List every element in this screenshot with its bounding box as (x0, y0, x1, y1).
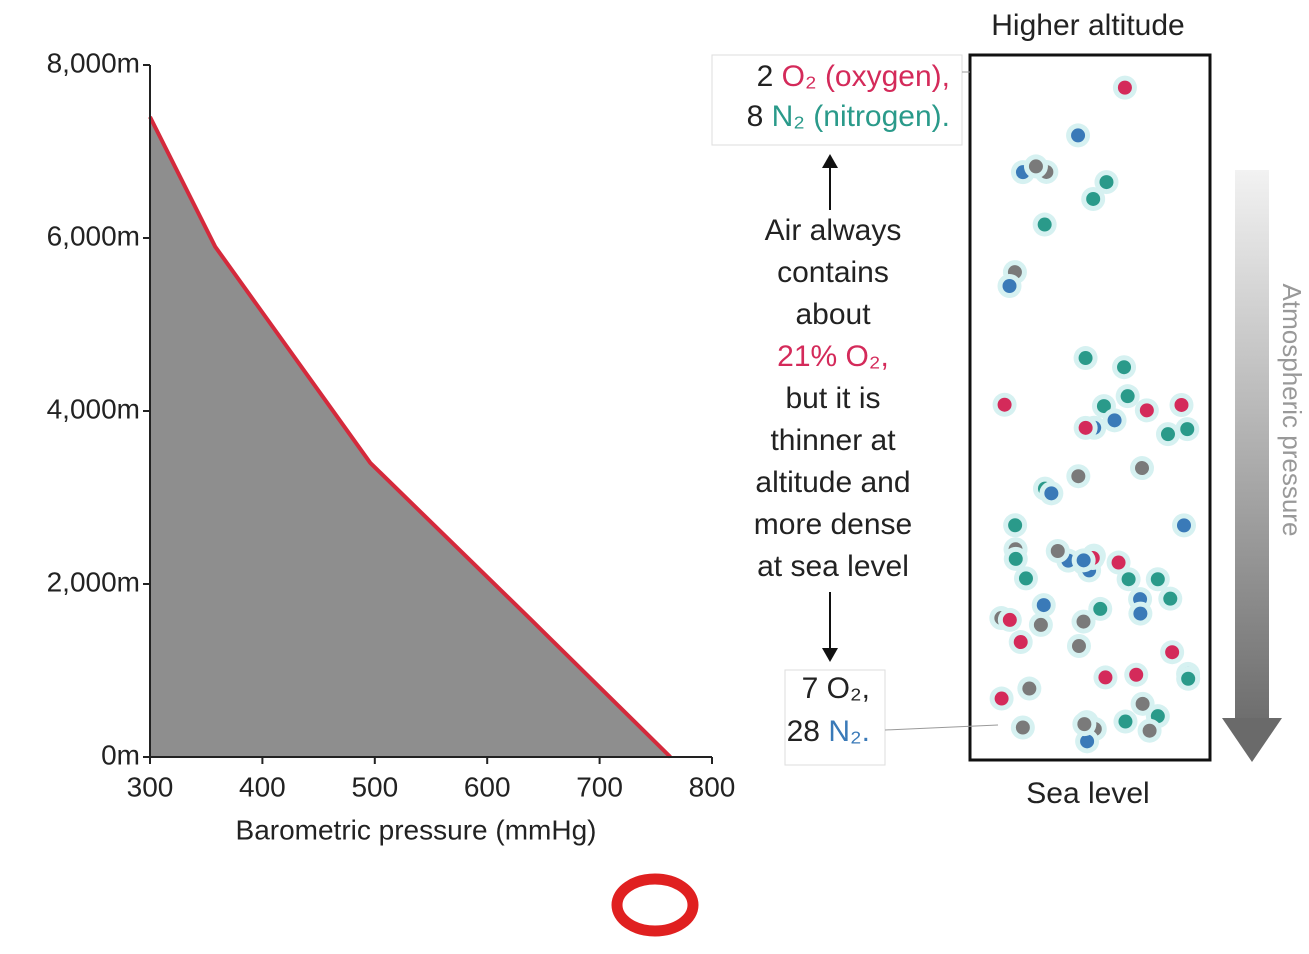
note-line: at sea level (757, 550, 909, 583)
molecule (1051, 544, 1065, 558)
molecule (1086, 192, 1100, 206)
top-title: Higher altitude (991, 9, 1184, 42)
molecule (1038, 218, 1052, 232)
molecule (998, 398, 1012, 412)
molecule (1079, 421, 1093, 435)
molecule (1129, 668, 1143, 682)
molecule (1118, 81, 1132, 95)
note-line: Air always (765, 214, 902, 247)
molecule (1044, 486, 1058, 500)
molecule (1108, 413, 1122, 427)
y-tick-label: 2,000m (47, 566, 140, 597)
molecule (1014, 635, 1028, 649)
note-line: about (795, 298, 871, 331)
molecule (995, 692, 1009, 706)
molecule (1016, 720, 1030, 734)
arrow-up-head (822, 154, 838, 168)
molecule (1180, 422, 1194, 436)
molecule (1122, 572, 1136, 586)
molecule (1077, 615, 1091, 629)
logo (617, 879, 693, 931)
molecule (1029, 159, 1043, 173)
molecule (1098, 670, 1112, 684)
y-tick-label: 4,000m (47, 393, 140, 424)
o2-label: O₂ (oxygen), (782, 60, 950, 93)
count: 2 (757, 60, 782, 93)
molecule (1136, 697, 1150, 711)
x-tick-label: 800 (689, 771, 736, 802)
note-highlight: 21% O₂, (777, 340, 889, 373)
molecule (1008, 518, 1022, 532)
pressure-arrow-head (1222, 718, 1282, 762)
x-tick-label: 500 (351, 771, 398, 802)
molecule (1143, 724, 1157, 738)
molecule (1177, 518, 1191, 532)
molecule (1079, 351, 1093, 365)
count: 8 (747, 100, 772, 133)
n2-label: N₂ (nitrogen). (772, 100, 950, 133)
bottom-line: 7 O₂, (802, 672, 870, 705)
molecule (1161, 427, 1175, 441)
molecule (1165, 645, 1179, 659)
molecule (1003, 279, 1017, 293)
molecule (1009, 552, 1023, 566)
top-line: 8 N₂ (nitrogen). (747, 100, 950, 133)
molecule (1077, 717, 1091, 731)
y-tick-label: 6,000m (47, 220, 140, 251)
n2-label: N₂. (828, 715, 870, 748)
molecule (1181, 672, 1195, 686)
molecule (1019, 571, 1033, 585)
x-tick-label: 400 (239, 771, 286, 802)
molecule (1071, 128, 1085, 142)
y-tick-label: 0m (101, 739, 140, 770)
top-line: 2 O₂ (oxygen), (757, 60, 950, 93)
molecule (1140, 403, 1154, 417)
y-tick-label: 8,000m (47, 47, 140, 78)
note-line: contains (777, 256, 889, 289)
molecule (1071, 469, 1085, 483)
area (150, 117, 670, 757)
molecule (1174, 398, 1188, 412)
molecule (1072, 639, 1086, 653)
x-tick-label: 300 (127, 771, 174, 802)
molecule (1022, 682, 1036, 696)
chart: 0m 2,000m 4,000m 6,000m 8,000m 300 400 500 600 70… (47, 47, 736, 845)
x-axis-label: Barometric pressure (mmHg) (236, 814, 597, 845)
molecule (1077, 553, 1091, 567)
bottom-title: Sea level (1026, 777, 1149, 810)
pressure-arrow (1235, 170, 1269, 720)
molecule (1037, 598, 1051, 612)
note: Air always contains about 21% O₂, but it is t… (754, 214, 912, 583)
molecule (1093, 602, 1107, 616)
page: 0m 2,000m 4,000m 6,000m 8,000m 300 400 500 600 70… (0, 0, 1309, 954)
molecule (1099, 175, 1113, 189)
bottom-line: 28 N₂. (787, 715, 870, 748)
count: 7 O₂, (802, 672, 870, 705)
molecule (1117, 360, 1131, 374)
x-tick-label: 600 (464, 771, 511, 802)
note-line: more dense (754, 508, 912, 541)
note-line: altitude and (755, 466, 910, 499)
molecule (1135, 461, 1149, 475)
arrow-down-head (822, 648, 838, 662)
molecule (1133, 607, 1147, 621)
molecule (1112, 556, 1126, 570)
arrow-label: Atmospheric pressure (1277, 284, 1307, 537)
count: 28 (787, 715, 829, 748)
molecule (1003, 613, 1017, 627)
molecule (1151, 572, 1165, 586)
note-line: thinner at (770, 424, 896, 457)
molecule (1080, 734, 1094, 748)
x-tick-label: 700 (576, 771, 623, 802)
molecule (1034, 618, 1048, 632)
note-line: but it is (785, 382, 880, 415)
molecule (1118, 715, 1132, 729)
molecule (1121, 389, 1135, 403)
molecule (1163, 592, 1177, 606)
